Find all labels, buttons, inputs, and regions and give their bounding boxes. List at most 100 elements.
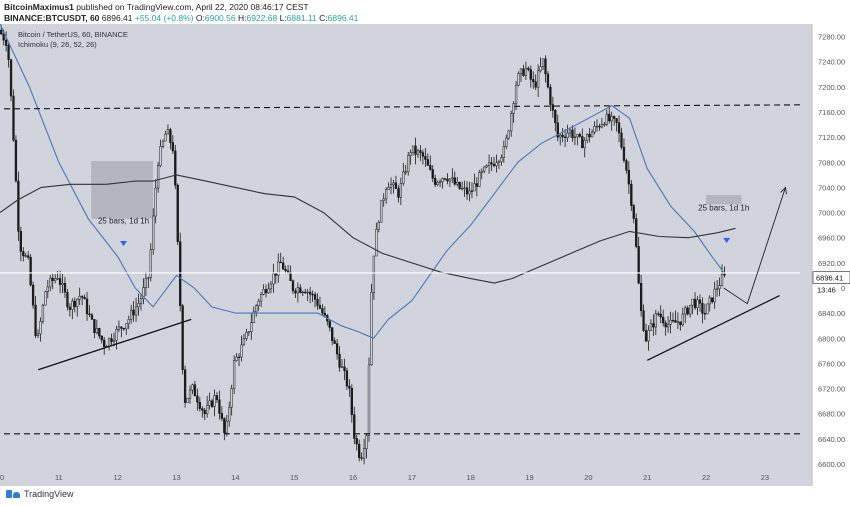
candle-body: [228, 406, 231, 422]
candle-body: [22, 251, 25, 257]
candle-body: [304, 291, 307, 294]
author-name[interactable]: BitcoinMaximus1: [4, 2, 74, 12]
y-tick-label: 6920.00: [818, 259, 845, 268]
candle-body: [255, 305, 258, 313]
low-value: 6881.11: [286, 13, 317, 23]
candle-body: [225, 420, 228, 434]
publish-line: BitcoinMaximus1 published on TradingView…: [4, 2, 309, 12]
candle-body: [657, 313, 660, 315]
candle-body: [647, 330, 650, 342]
candle-body: [546, 73, 550, 88]
candle-body: [711, 297, 714, 303]
x-tick-label: 22: [702, 473, 710, 482]
candle-body: [473, 183, 476, 192]
candle-body: [723, 273, 726, 276]
ma-long-line: [0, 174, 736, 284]
candle-body: [296, 287, 300, 294]
candle-body: [568, 129, 572, 134]
candle-body: [502, 145, 505, 158]
candle-body: [456, 182, 459, 185]
candle-body: [691, 298, 694, 306]
last-price-text: 6896.41: [101, 13, 133, 23]
candle-body: [154, 187, 157, 217]
candle-body: [583, 139, 586, 149]
candle-body: [593, 126, 596, 133]
projection-path: [723, 187, 786, 305]
candle-body: [142, 287, 145, 299]
candle-body: [100, 335, 103, 341]
candle-body: [318, 305, 322, 309]
y-tick-label: 6760.00: [818, 359, 845, 368]
candle-body: [299, 287, 302, 293]
candle-body: [31, 284, 35, 306]
candle-body: [424, 156, 427, 160]
candle-body: [519, 68, 523, 74]
candle-body: [571, 129, 574, 138]
candle-body: [34, 304, 37, 336]
candle-body: [161, 140, 165, 147]
candle-body: [666, 324, 670, 328]
candle-body: [416, 150, 420, 155]
candle-body: [196, 395, 199, 403]
candle-body: [529, 69, 532, 80]
candle-body: [259, 294, 263, 302]
candle-body: [218, 399, 221, 414]
candle-body: [66, 292, 69, 308]
candle-body: [149, 249, 152, 278]
candle-body: [132, 309, 135, 316]
candle-body: [134, 306, 138, 316]
candle-body: [399, 183, 403, 198]
x-tick-label: 10: [0, 473, 4, 482]
candle-body: [505, 137, 508, 147]
candle-body: [615, 118, 618, 123]
candle-body: [563, 136, 567, 139]
candle-body: [581, 136, 584, 149]
candle-body: [573, 136, 577, 139]
price-chart[interactable]: 25 bars, 1d 1h 25 bars, 1d 1h 7280.00 7240…: [0, 24, 850, 486]
candle-body: [720, 273, 724, 286]
candle-body: [201, 408, 204, 411]
symbol-label: BINANCE:BTCUSDT, 60: [4, 13, 100, 23]
candle-body: [88, 313, 91, 315]
candle-body: [402, 171, 405, 184]
x-tick-label: 15: [290, 473, 298, 482]
x-tick-label: 12: [114, 473, 122, 482]
high-value: 6922.68: [246, 13, 278, 23]
candle-body: [549, 86, 552, 105]
candle-body: [460, 187, 464, 190]
candle-body: [73, 300, 76, 307]
candle-body: [483, 166, 486, 172]
candle-body: [384, 189, 388, 200]
trendline-2: [646, 294, 780, 361]
y-tick-label: 6840.00: [818, 309, 845, 318]
candle-body: [664, 322, 667, 328]
candle-body: [17, 180, 20, 232]
candle-body: [421, 152, 425, 157]
candle-body: [426, 159, 429, 166]
candle-body: [679, 321, 682, 326]
candle-body: [534, 81, 537, 88]
candle-body: [541, 58, 545, 67]
candle-body: [39, 321, 42, 335]
candle-body: [137, 303, 140, 308]
candle-body: [115, 329, 118, 341]
candle-body: [24, 255, 27, 257]
candle-body: [360, 457, 363, 459]
candle-body: [159, 146, 162, 166]
candle-body: [46, 286, 49, 292]
candle-body: [181, 305, 184, 370]
candle-body: [247, 331, 250, 333]
candle-body: [120, 326, 123, 329]
candle-body: [620, 132, 623, 148]
chart-header: BitcoinMaximus1 published on TradingView…: [0, 0, 850, 24]
footer-brand[interactable]: TradingView: [24, 489, 74, 499]
candle-body: [706, 303, 709, 315]
candle-body: [566, 132, 569, 139]
candle-body: [350, 387, 353, 415]
candle-body: [340, 366, 344, 368]
candle-body: [186, 397, 189, 403]
legend-line-2: Ichimoku (9, 26, 52, 26): [18, 40, 97, 49]
candle-body: [44, 291, 47, 306]
y-tick-label: 6680.00: [818, 410, 845, 419]
down-arrow-marker-icon: [723, 237, 731, 243]
